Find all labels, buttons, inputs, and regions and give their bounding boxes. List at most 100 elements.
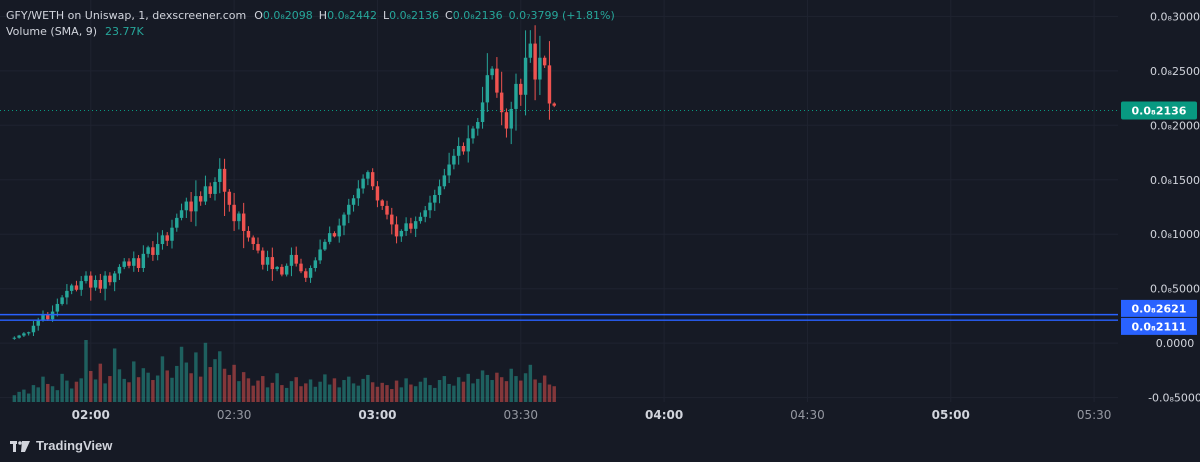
volume-bar — [394, 380, 399, 402]
candle-body — [485, 75, 490, 103]
volume-bar — [447, 383, 451, 402]
candle-body — [36, 320, 40, 326]
candle-body — [60, 297, 64, 304]
price-axis[interactable]: 0.0₈3000 0.0₈2500 0.0₈2000 0.0₈1500 0.0₈1000… — [1148, 10, 1200, 404]
volume-bar — [136, 377, 141, 402]
symbol-title[interactable]: GFY/WETH on Uniswap, 1, dexscreener.com — [6, 9, 247, 22]
candle-body — [390, 214, 394, 225]
candle-body — [442, 175, 447, 187]
candle-body — [538, 57, 542, 80]
tradingview-brand[interactable]: TradingView — [10, 438, 112, 453]
volume-bar — [103, 383, 107, 402]
candle-body — [275, 266, 279, 270]
candle-body — [380, 200, 384, 206]
candle-body — [495, 68, 499, 93]
candle-body — [280, 266, 284, 275]
volume-bar — [213, 359, 217, 402]
volume-bar — [485, 374, 490, 402]
volume-bar — [31, 385, 36, 402]
volume-bar — [184, 362, 189, 402]
volume-bar — [385, 385, 389, 402]
volume-bar — [117, 369, 122, 402]
candle-body — [332, 233, 337, 237]
price-tick-label: 0.0₈5000 — [1150, 283, 1200, 296]
candle-body — [289, 254, 294, 266]
candle-body — [127, 261, 131, 266]
candle-body — [189, 201, 193, 212]
candle-body — [141, 253, 146, 268]
volume-bar — [418, 381, 423, 402]
candle-body — [428, 202, 432, 211]
candle-body — [308, 268, 313, 278]
candle-body — [117, 266, 122, 274]
candle-body — [523, 57, 528, 95]
horizontal-line-badge-bg — [1121, 299, 1197, 317]
candle-body — [471, 128, 475, 139]
volume-bar — [499, 377, 504, 402]
candle-body — [375, 186, 380, 201]
volume-bar — [452, 385, 456, 402]
chart-grid — [0, 0, 1118, 402]
time-tick-label: 05:30 — [1077, 408, 1112, 422]
candle-body — [313, 260, 318, 268]
time-axis[interactable]: 02:00 02:30 03:00 03:30 04:00 04:30 05:00 05:30 — [72, 408, 1112, 422]
horizontal-price-lines[interactable] — [0, 313, 1118, 321]
volume-bar — [46, 383, 50, 402]
volume-bar — [12, 395, 17, 402]
chart-legend: GFY/WETH on Uniswap, 1, dexscreener.com … — [6, 8, 615, 40]
horizontal-line-badge: 0.0₈2111 — [1132, 320, 1187, 333]
volume-bars — [12, 340, 556, 402]
candle-body — [122, 261, 126, 267]
volume-bar — [366, 374, 370, 402]
volume-bar — [160, 356, 165, 402]
volume-bar — [265, 387, 270, 402]
candle-body — [509, 108, 513, 129]
volume-bar — [55, 390, 60, 402]
volume-bar — [399, 387, 404, 402]
volume-bar — [466, 373, 470, 402]
volume-bar — [342, 380, 346, 402]
volume-bar — [413, 386, 418, 402]
volume-bar — [22, 389, 26, 402]
candle-body — [232, 204, 236, 222]
volume-bar — [304, 383, 308, 402]
candle-body — [98, 279, 103, 289]
volume-bar — [528, 364, 533, 402]
volume-bar — [313, 386, 318, 402]
candle-body — [179, 210, 184, 218]
volume-bar — [461, 381, 466, 402]
candle-body — [519, 83, 523, 95]
volume-bar — [41, 376, 45, 402]
volume-bar — [151, 380, 155, 402]
time-tick-label: 04:30 — [790, 408, 825, 422]
low-value: 0.0₈2136 — [389, 9, 440, 22]
candle-body — [261, 250, 265, 265]
candle-body — [404, 223, 408, 231]
candle-body — [203, 186, 208, 202]
volume-indicator-label[interactable]: Volume (SMA, 9) — [6, 25, 97, 38]
candle-body — [447, 164, 451, 176]
candle-body — [466, 138, 470, 152]
volume-bar — [476, 378, 480, 402]
volume-bar — [275, 373, 279, 402]
candle-body — [208, 186, 212, 194]
candle-body — [528, 43, 533, 58]
volume-bar — [375, 386, 380, 402]
volume-bar — [84, 340, 88, 402]
volume-bar — [428, 385, 432, 402]
volume-bar — [36, 387, 40, 402]
volume-bar — [141, 368, 146, 402]
close-value: 0.0₈2136 — [452, 9, 503, 22]
volume-bar — [93, 379, 98, 402]
volume-bar — [332, 378, 337, 402]
candle-body — [552, 103, 556, 106]
volume-bar — [456, 377, 461, 402]
volume-bar — [370, 382, 375, 402]
candle-body — [533, 43, 537, 80]
volume-bar — [442, 376, 447, 402]
candle-body — [499, 92, 504, 113]
candle-body — [476, 122, 480, 129]
open-key: O — [254, 9, 263, 22]
candle-body — [198, 196, 203, 202]
